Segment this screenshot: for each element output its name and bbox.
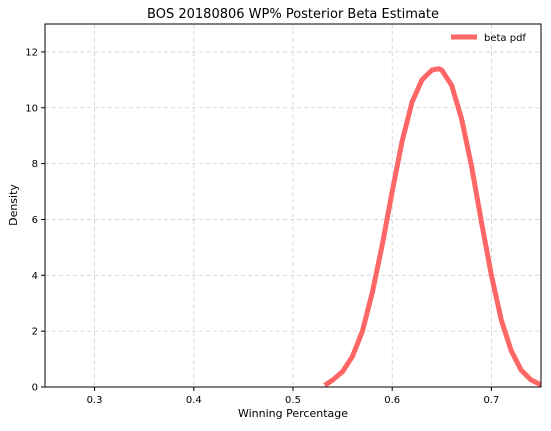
tick-layer: 0.3 0.4 0.5 0.6 0.7 0 2 4 6 8 10 12: [25, 47, 499, 406]
y-tick-label: 12: [25, 47, 38, 58]
y-tick-label: 10: [25, 103, 38, 114]
y-tick-label: 2: [32, 327, 38, 338]
x-axis-label: Winning Percentage: [238, 407, 348, 420]
y-tick-label: 8: [32, 159, 38, 170]
x-tick-label: 0.5: [285, 395, 301, 406]
legend-label: beta pdf: [484, 33, 526, 44]
series-line-beta-pdf: [325, 69, 541, 386]
x-tick-label: 0.6: [384, 395, 400, 406]
series-layer: [325, 69, 541, 386]
x-tick-label: 0.4: [186, 395, 202, 406]
y-tick-label: 6: [32, 215, 38, 226]
x-tick-label: 0.3: [87, 395, 103, 406]
chart-title: BOS 20180806 WP% Posterior Beta Estimate: [147, 7, 439, 22]
grid-layer: [45, 24, 541, 387]
x-tick-label: 0.7: [483, 395, 499, 406]
legend: beta pdf: [451, 33, 526, 44]
y-tick-label: 0: [32, 383, 38, 394]
y-tick-label: 4: [32, 271, 38, 282]
y-axis-label: Density: [7, 184, 20, 226]
